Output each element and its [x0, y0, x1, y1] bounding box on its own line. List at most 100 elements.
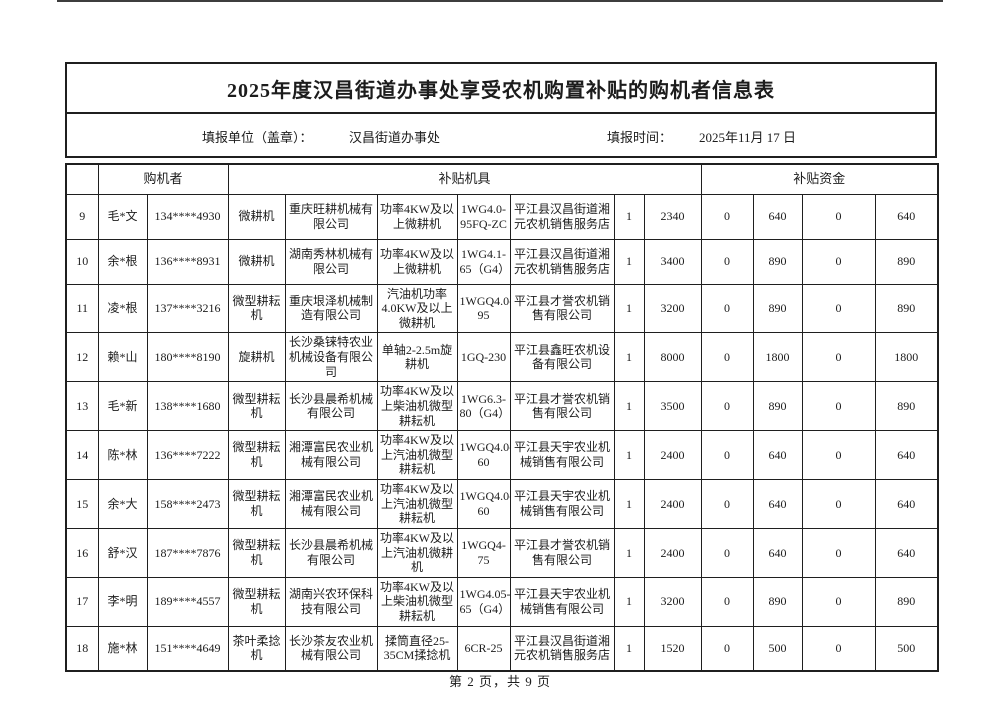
cell-model: 1WG4.05-65（G4）: [456, 576, 511, 627]
cell-subsidy-3: 0: [801, 238, 876, 285]
cell-subsidy-2: 890: [752, 283, 803, 334]
cell-manufacturer: 长沙桑铼特农业机械设备有限公司: [284, 332, 378, 383]
cell-buyer-name: 毛*文: [97, 193, 148, 240]
cell-spec: 功率4KW及以上汽油机微型耕耘机: [376, 479, 458, 529]
cell-buyer-name: 李*明: [97, 576, 148, 627]
cell-quantity: 1: [613, 332, 645, 383]
cell-spec: 揉筒直径25-35CM揉捻机: [376, 625, 458, 672]
cell-subsidy-1: 0: [700, 283, 754, 334]
header-funds: 补贴资金: [700, 163, 939, 195]
cell-buyer-phone: 158****2473: [146, 479, 229, 529]
cell-quantity: 1: [613, 238, 645, 285]
cell-model: 6CR-25: [456, 625, 511, 672]
cell-quantity: 1: [613, 479, 645, 529]
cell-buyer-phone: 136****7222: [146, 430, 229, 480]
cell-serial: 15: [65, 479, 99, 529]
cell-machine-type: 微型耕耘机: [227, 527, 286, 578]
cell-buyer-phone: 137****3216: [146, 283, 229, 334]
filing-info-row: 填报单位（盖章）： 汉昌街道办事处 填报时间： 2025年11月 17 日: [67, 114, 935, 156]
cell-quantity: 1: [613, 283, 645, 334]
page-title: 2025年度汉昌街道办事处享受农机购置补贴的购机者信息表: [227, 79, 775, 102]
cell-subsidy-3: 0: [801, 193, 876, 240]
cell-spec: 功率4KW及以上微耕机: [376, 193, 458, 240]
cell-dealer: 平江县天宇农业机械销售有限公司: [509, 430, 615, 480]
cell-subsidy-2: 890: [752, 576, 803, 627]
cell-subsidy-2: 500: [752, 625, 803, 672]
table-row: 16 舒*汉 187****7876 微型耕耘机 长沙县晨希机械有限公司 功率4…: [65, 527, 939, 578]
cell-subsidy-1: 0: [700, 238, 754, 285]
cell-serial: 14: [65, 430, 99, 480]
cell-dealer: 平江县天宇农业机械销售有限公司: [509, 576, 615, 627]
cell-subsidy-1: 0: [700, 332, 754, 383]
cell-buyer-phone: 189****4557: [146, 576, 229, 627]
cell-buyer-phone: 180****8190: [146, 332, 229, 383]
cell-subsidy-2: 890: [752, 381, 803, 432]
subsidy-table: 购机者 补贴机具 补贴资金 9 毛*文 134****4930 微耕机 重庆旺耕…: [65, 163, 940, 673]
cell-buyer-name: 毛*新: [97, 381, 148, 432]
cell-spec: 功率4KW及以上柴油机微型耕耘机: [376, 576, 458, 627]
table-row: 18 施*林 151****4649 茶叶柔捻机 长沙茶友农业机械有限公司 揉筒…: [65, 625, 939, 672]
cell-price: 3500: [643, 381, 702, 432]
table-row: 9 毛*文 134****4930 微耕机 重庆旺耕机械有限公司 功率4KW及以…: [65, 193, 939, 240]
cell-model: 1WGQ4.0-60: [456, 430, 511, 480]
cell-price: 3400: [643, 238, 702, 285]
filing-date-value: 2025年11月 17 日: [699, 130, 797, 145]
cell-price: 2340: [643, 193, 702, 240]
cell-buyer-phone: 136****8931: [146, 238, 229, 285]
table-row: 14 陈*林 136****7222 微型耕耘机 湘潭富民农业机械有限公司 功率…: [65, 430, 939, 480]
cell-subsidy-3: 0: [801, 576, 876, 627]
cell-price: 2400: [643, 430, 702, 480]
cell-dealer: 平江县汉昌街道湘元农机销售服务店: [509, 193, 615, 240]
cell-manufacturer: 湖南秀林机械有限公司: [284, 238, 378, 285]
cell-serial: 11: [65, 283, 99, 334]
cell-manufacturer: 长沙县晨希机械有限公司: [284, 527, 378, 578]
table-row: 12 赖*山 180****8190 旋耕机 长沙桑铼特农业机械设备有限公司 单…: [65, 332, 939, 383]
table-row: 13 毛*新 138****1680 微型耕耘机 长沙县晨希机械有限公司 功率4…: [65, 381, 939, 432]
cell-spec: 功率4KW及以上柴油机微型耕耘机: [376, 381, 458, 432]
cell-buyer-name: 凌*根: [97, 283, 148, 334]
cell-subsidy-2: 1800: [752, 332, 803, 383]
cell-model: 1WGQ4-75: [456, 527, 511, 578]
table-row: 10 余*根 136****8931 微耕机 湖南秀林机械有限公司 功率4KW及…: [65, 238, 939, 285]
cell-quantity: 1: [613, 576, 645, 627]
cell-subsidy-4: 890: [874, 238, 939, 285]
filing-unit-value: 汉昌街道办事处: [349, 130, 441, 145]
cell-buyer-phone: 134****4930: [146, 193, 229, 240]
cell-subsidy-1: 0: [700, 193, 754, 240]
cell-model: 1WG4.1-65（G4）: [456, 238, 511, 285]
cell-buyer-name: 余*根: [97, 238, 148, 285]
cell-price: 1520: [643, 625, 702, 672]
cell-quantity: 1: [613, 193, 645, 240]
cell-subsidy-4: 640: [874, 527, 939, 578]
cell-price: 3200: [643, 283, 702, 334]
cell-subsidy-2: 640: [752, 527, 803, 578]
cell-subsidy-3: 0: [801, 283, 876, 334]
cell-manufacturer: 湖南兴农环保科技有限公司: [284, 576, 378, 627]
cell-buyer-name: 施*林: [97, 625, 148, 672]
header-machine: 补贴机具: [227, 163, 702, 195]
cell-manufacturer: 长沙茶友农业机械有限公司: [284, 625, 378, 672]
cell-serial: 9: [65, 193, 99, 240]
cell-subsidy-4: 500: [874, 625, 939, 672]
cell-subsidy-1: 0: [700, 479, 754, 529]
cell-model: 1WG4.0-95FQ-ZC: [456, 193, 511, 240]
cell-subsidy-3: 0: [801, 625, 876, 672]
cell-dealer: 平江县天宇农业机械销售有限公司: [509, 479, 615, 529]
cell-quantity: 1: [613, 527, 645, 578]
cell-manufacturer: 湘潭富民农业机械有限公司: [284, 430, 378, 480]
cell-subsidy-3: 0: [801, 479, 876, 529]
table-header-row: 购机者 补贴机具 补贴资金: [65, 163, 939, 195]
header-serial-blank: [65, 163, 99, 195]
cell-model: 1WGQ4.0-95: [456, 283, 511, 334]
title-row: 2025年度汉昌街道办事处享受农机购置补贴的购机者信息表: [67, 64, 935, 114]
cell-dealer: 平江县汉昌街道湘元农机销售服务店: [509, 238, 615, 285]
cell-subsidy-3: 0: [801, 332, 876, 383]
filing-unit-label: 填报单位（盖章）：: [202, 130, 313, 145]
cell-manufacturer: 湘潭富民农业机械有限公司: [284, 479, 378, 529]
cell-dealer: 平江县鑫旺农机设备有限公司: [509, 332, 615, 383]
cell-spec: 单轴2-2.5m旋耕机: [376, 332, 458, 383]
table-row: 11 凌*根 137****3216 微型耕耘机 重庆垠泽机械制造有限公司 汽油…: [65, 283, 939, 334]
page-top-rule: [57, 0, 943, 2]
cell-model: 1WG6.3-80（G4）: [456, 381, 511, 432]
cell-dealer: 平江县汉昌街道湘元农机销售服务店: [509, 625, 615, 672]
